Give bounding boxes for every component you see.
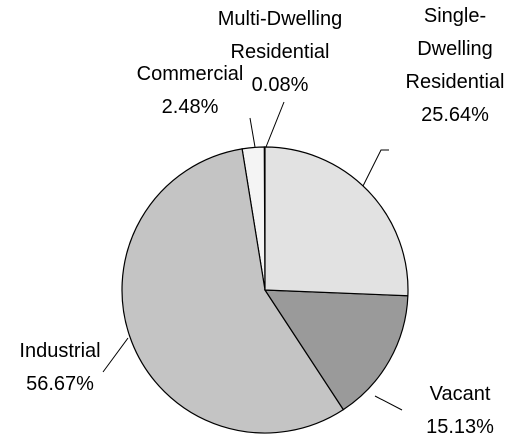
category-label: Vacant — [429, 383, 491, 405]
slice-label: Commercial 2.48% — [120, 58, 260, 124]
value-label: 56.67% — [26, 373, 94, 395]
slice-label: Industrial 56.67% — [0, 335, 135, 401]
slice-label: Multi-Dwelling Residential 0.08% — [205, 3, 355, 102]
pie-slice — [121, 148, 345, 434]
leader-line — [102, 337, 129, 373]
value-label: 15.13% — [426, 416, 494, 438]
leader-line — [265, 101, 285, 148]
pie-slice — [264, 146, 409, 297]
category-label: Industrial — [19, 340, 101, 362]
category-label: Commercial — [136, 63, 244, 85]
category-label: Multi-Dwelling Residential — [217, 8, 343, 63]
value-label: 0.08% — [251, 74, 309, 96]
slice-label: Single-Dwelling Residential 25.64% — [398, 0, 513, 132]
value-label: 25.64% — [421, 104, 489, 126]
slice-label: Vacant 15.13% — [385, 378, 522, 443]
category-label: Single-Dwelling Residential — [405, 5, 505, 93]
value-label: 2.48% — [161, 96, 219, 118]
pie-slice — [263, 289, 409, 411]
leader-line — [374, 395, 403, 411]
leader-line — [249, 117, 256, 148]
leader-line — [362, 149, 389, 187]
